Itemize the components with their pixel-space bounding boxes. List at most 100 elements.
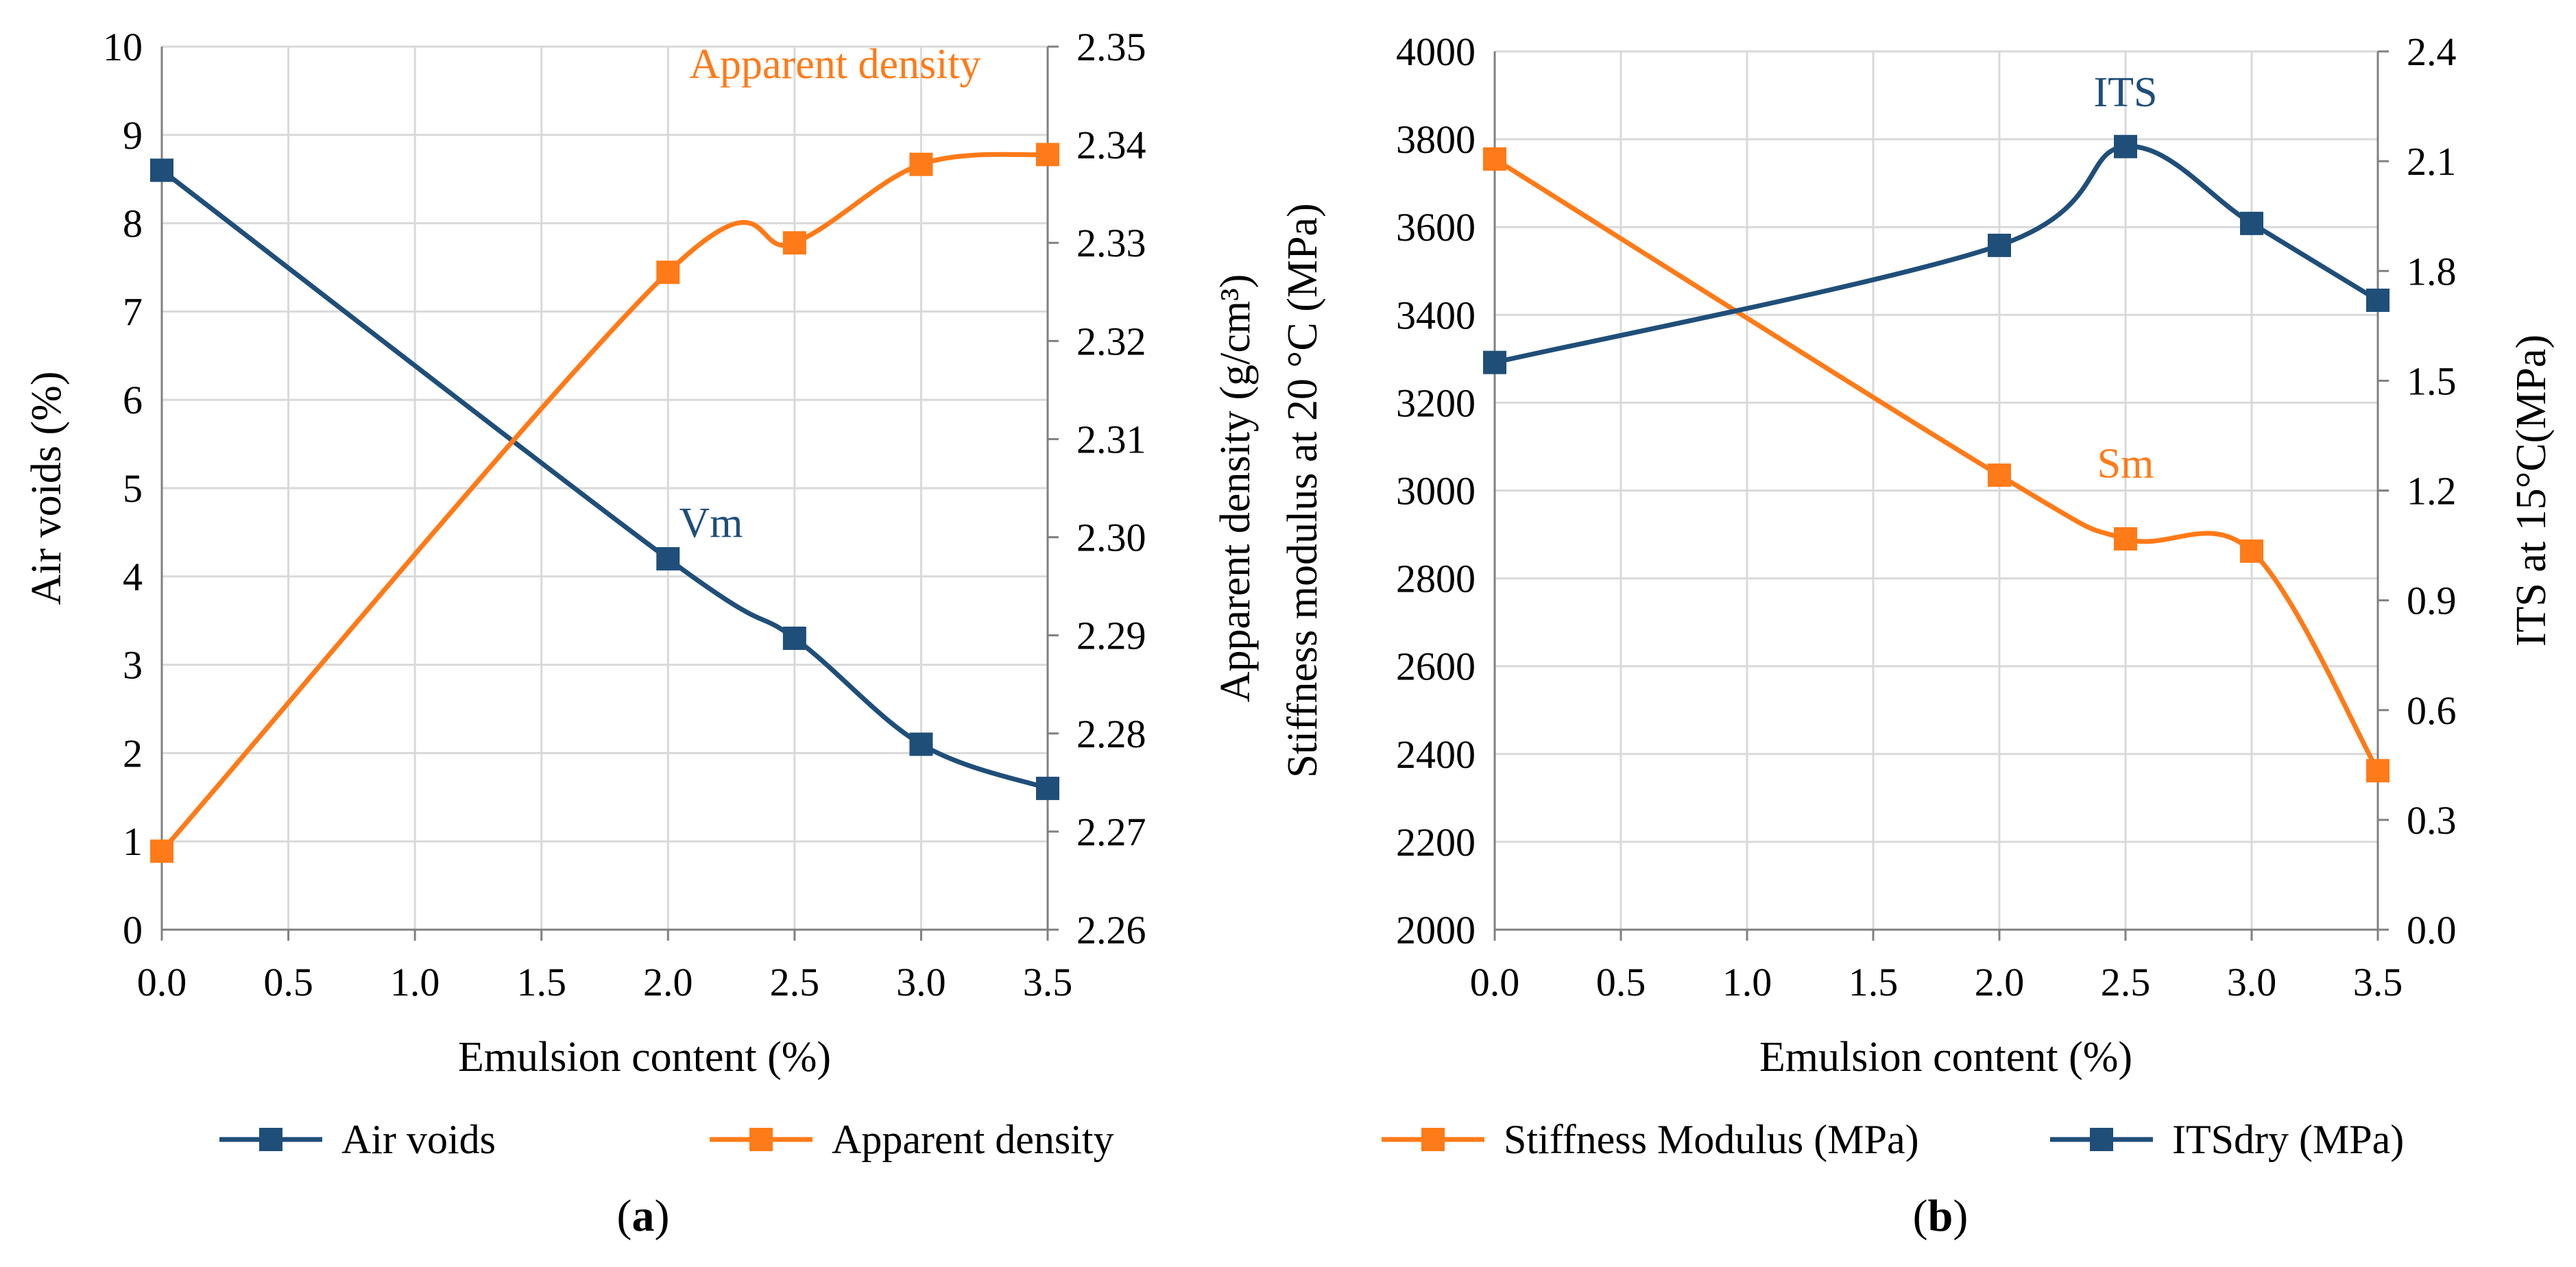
x-tick-label: 2.0: [1975, 960, 2025, 1004]
series-annotation: Sm: [2097, 440, 2154, 487]
legend-marker: [1421, 1128, 1445, 1151]
y-left-tick-label: 3: [123, 643, 143, 688]
y-left-tick-label: 3600: [1396, 205, 1476, 250]
y-left-tick-label: 2800: [1396, 557, 1476, 601]
series-stiffness-modulus-mpa-line: [1493, 156, 2381, 772]
y-left-tick-label: 1: [123, 819, 143, 864]
series-apparent-density-marker: [1036, 143, 1059, 167]
caption-open: (: [1913, 1191, 1928, 1241]
y-left-tick-label: 5: [123, 466, 143, 511]
y-left-axis-title: Air voids (%): [23, 372, 70, 605]
y-left-tick-label: 3800: [1396, 117, 1476, 162]
x-tick-label: 0.5: [1596, 960, 1646, 1004]
legend-label: ITSdry (MPa): [2172, 1117, 2404, 1162]
x-tick-label: 1.0: [390, 960, 440, 1004]
series-itsdry-mpa-marker: [2114, 134, 2137, 158]
y-left-tick-label: 2000: [1396, 908, 1476, 952]
x-tick-label: 3.0: [896, 960, 946, 1004]
x-tick-label: 0.5: [263, 960, 313, 1004]
y-right-tick-label: 2.32: [1076, 319, 1146, 363]
series-air-voids-marker: [909, 732, 933, 756]
legend-label: Stiffness Modulus (MPa): [1504, 1117, 1919, 1162]
legend-label: Apparent density: [832, 1117, 1114, 1162]
y-left-tick-label: 10: [103, 25, 143, 69]
series-annotation: ITS: [2094, 69, 2158, 116]
y-right-axis-title: ITS at 15°C(MPa): [2508, 335, 2555, 647]
x-axis-title: Emulsion content (%): [1759, 1034, 2132, 1081]
caption-letter: a: [632, 1191, 655, 1241]
x-tick-label: 3.0: [2227, 960, 2277, 1004]
legend-marker: [2090, 1128, 2113, 1151]
panel-caption: (a): [617, 1191, 670, 1241]
series-stiffness-modulus-mpa-marker: [1483, 147, 1506, 171]
series-itsdry-mpa-marker: [2366, 288, 2390, 312]
y-right-tick-label: 1.8: [2407, 249, 2457, 293]
series-itsdry-mpa-marker: [2240, 211, 2263, 235]
y-right-tick-label: 1.2: [2407, 469, 2457, 514]
caption-close: ): [1953, 1191, 1968, 1241]
y-left-tick-label: 7: [123, 289, 143, 334]
chart-a: 0 1 2 3 4 5 6 7 8 9 10 0.0 0.5 1.0 1.5 2.0 2.5 3.0 3.52.26…: [23, 25, 1259, 1241]
x-tick-label: 1.0: [1722, 960, 1772, 1004]
y-right-tick-label: 0.9: [2407, 579, 2457, 623]
x-tick-label: 2.5: [770, 960, 820, 1004]
series-air-voids-marker: [782, 626, 806, 650]
x-tick-label: 1.5: [516, 960, 566, 1004]
y-right-tick-label: 2.28: [1076, 712, 1146, 756]
series-stiffness-modulus-mpa-marker: [2366, 759, 2390, 783]
series-stiffness-modulus-mpa-marker: [1988, 463, 2011, 487]
y-left-tick-label: 2400: [1396, 732, 1476, 777]
y-left-tick-label: 9: [123, 113, 143, 158]
legend-label: Air voids: [341, 1117, 496, 1162]
y-right-tick-label: 2.34: [1076, 123, 1146, 167]
series-itsdry-mpa-marker: [1483, 350, 1506, 374]
x-axis-title: Emulsion content (%): [458, 1034, 831, 1081]
series-itsdry-mpa-marker: [1988, 233, 2011, 257]
series-stiffness-modulus-mpa-marker: [2240, 539, 2263, 563]
y-left-tick-label: 2600: [1396, 644, 1476, 689]
y-left-tick-label: 3400: [1396, 293, 1476, 337]
series-air-voids-marker: [656, 547, 680, 571]
series-stiffness-modulus-mpa-marker: [2114, 527, 2137, 551]
x-tick-label: 2.5: [2101, 960, 2151, 1004]
y-left-tick-label: 8: [123, 202, 143, 246]
x-tick-label: 2.0: [643, 960, 693, 1004]
x-tick-label: 0.0: [1470, 960, 1520, 1004]
y-right-tick-label: 1.5: [2407, 359, 2457, 403]
y-right-tick-label: 2.35: [1076, 25, 1146, 69]
y-left-tick-label: 4: [123, 555, 143, 599]
y-left-tick-label: 0: [123, 908, 143, 952]
y-left-axis-title: Stiffness modulus at 20 °C (MPa): [1279, 203, 1326, 777]
series-apparent-density-marker: [909, 152, 933, 176]
y-right-tick-label: 0.0: [2407, 908, 2457, 952]
y-right-tick-label: 2.29: [1076, 614, 1146, 658]
y-left-tick-label: 2: [123, 731, 143, 775]
x-tick-label: 3.5: [1023, 960, 1073, 1004]
x-tick-label: 1.5: [1849, 960, 1899, 1004]
x-tick-label: 0.0: [137, 960, 187, 1004]
y-left-tick-label: 2200: [1396, 820, 1476, 865]
series-apparent-density-marker: [782, 231, 806, 255]
caption-open: (: [617, 1191, 632, 1241]
series-apparent-density-marker: [656, 261, 680, 285]
y-right-tick-label: 2.27: [1076, 810, 1146, 854]
series-annotation: Vm: [679, 500, 743, 546]
y-left-tick-label: 6: [123, 378, 143, 422]
caption-letter: b: [1928, 1191, 1953, 1241]
panel-caption: (b): [1913, 1191, 1969, 1241]
y-right-tick-label: 2.33: [1076, 221, 1146, 265]
series-apparent-density-marker: [150, 839, 173, 863]
y-left-tick-label: 4000: [1396, 29, 1476, 74]
y-right-tick-label: 0.6: [2407, 688, 2457, 733]
x-tick-label: 3.5: [2353, 960, 2403, 1004]
y-right-axis-title: Apparent density (g/cm³): [1212, 274, 1259, 703]
y-right-tick-label: 2.30: [1076, 516, 1146, 560]
caption-close: ): [655, 1191, 670, 1241]
y-left-tick-label: 3200: [1396, 381, 1476, 425]
y-left-tick-label: 3000: [1396, 469, 1476, 514]
series-air-voids-marker: [150, 158, 173, 182]
series-annotation: Apparent density: [689, 41, 980, 88]
legend-marker: [259, 1128, 282, 1151]
legend-marker: [749, 1128, 773, 1151]
